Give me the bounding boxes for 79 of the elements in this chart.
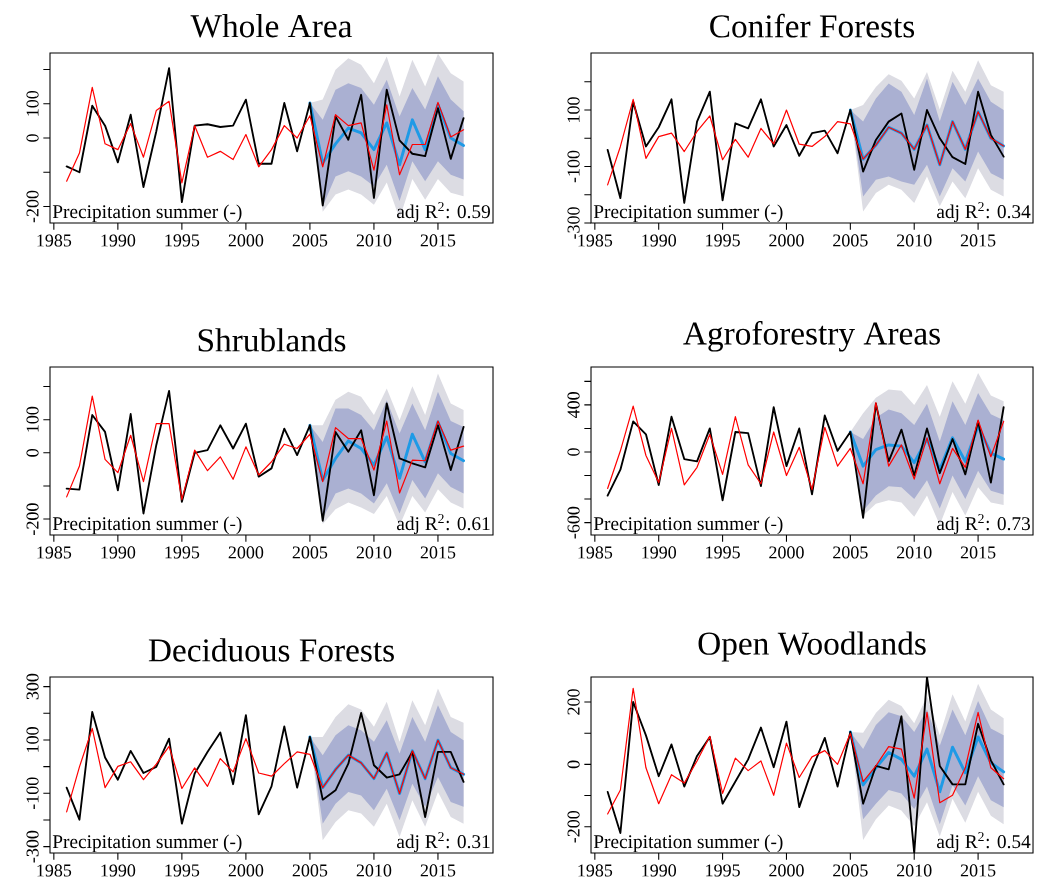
annotation: Precipitation summer (-): [52, 834, 242, 853]
x-tick-label: 1985: [37, 864, 72, 877]
x-tick-label: 1995: [165, 234, 200, 247]
x-tick-label: 1985: [578, 234, 613, 247]
annotation: adj R$^{2}$: 0.59: [397, 202, 490, 223]
y-tick-label: -100: [26, 777, 39, 810]
annotation: adj R$^{2}$: 0.73: [937, 514, 1030, 535]
x-tick-label: 1990: [642, 546, 677, 559]
x-tick-label: 2015: [960, 546, 996, 559]
x-tick-label: 1985: [578, 546, 613, 559]
x-tick-label: 2000: [769, 234, 804, 247]
x-tick-label: 1990: [642, 234, 677, 247]
y-tick-label: -300: [567, 207, 580, 239]
x-tick-label: 1995: [165, 864, 200, 877]
chart-title: Open Woodlands: [698, 631, 926, 662]
x-tick-label: 2010: [897, 546, 932, 559]
x-tick-label: 2005: [833, 546, 868, 559]
x-tick-label: 2010: [356, 234, 392, 247]
y-tick-label: 0: [26, 134, 39, 142]
annotation: adj R$^{2}$: 0.61: [397, 514, 490, 535]
x-tick-label: 2005: [292, 864, 328, 877]
y-tick-label: -600: [567, 506, 580, 539]
x-tick-label: 2010: [356, 546, 392, 559]
x-tick-label: 1990: [101, 546, 136, 559]
x-tick-label: 1995: [706, 864, 740, 877]
x-tick-label: 1990: [101, 234, 136, 247]
annotation: adj R$^{2}$: 0.54: [937, 832, 1031, 853]
chart-title: Agroforestry Areas: [683, 320, 940, 352]
y-tick-label: -200: [26, 190, 39, 223]
x-tick-label: 1985: [578, 864, 613, 877]
x-tick-label: 1995: [165, 546, 200, 559]
y-tick-label: -100: [567, 150, 580, 183]
annotation: Precipitation summer (-): [52, 204, 242, 223]
y-tick-label: 200: [567, 689, 580, 715]
annotation: adj R$^{2}$: 0.31: [397, 832, 490, 853]
annotation: Precipitation summer (-): [52, 516, 242, 535]
chart-title: Conifer Forests: [710, 13, 915, 38]
x-tick-label: 1985: [37, 234, 72, 247]
y-tick-label: -200: [567, 810, 580, 843]
x-tick-label: 2010: [897, 234, 932, 247]
x-tick-label: 2005: [833, 864, 868, 877]
x-tick-label: 2015: [420, 234, 456, 247]
x-tick-label: 1985: [37, 546, 72, 559]
y-tick-label: 100: [567, 97, 580, 122]
x-tick-label: 2000: [769, 864, 804, 877]
x-tick-label: 1995: [706, 234, 740, 247]
annotation: adj R$^{2}$: 0.34: [937, 202, 1031, 223]
x-tick-label: 2000: [228, 864, 264, 877]
y-tick-label: 300: [26, 673, 39, 700]
y-tick-label: 100: [26, 727, 39, 752]
x-tick-label: 2000: [769, 546, 804, 559]
y-tick-label: 100: [26, 90, 39, 116]
x-tick-label: 2015: [420, 864, 456, 877]
x-tick-label: 1990: [101, 864, 136, 877]
x-tick-label: 2000: [228, 234, 264, 247]
chart-title: Whole Area: [190, 13, 353, 38]
y-tick-label: 0: [567, 760, 580, 769]
annotation: Precipitation summer (-): [593, 516, 783, 535]
x-tick-label: 2015: [960, 234, 996, 247]
chart-title: Deciduous Forests: [148, 638, 394, 662]
y-tick-label: 100: [26, 406, 39, 432]
x-tick-label: 2005: [833, 234, 868, 247]
annotation: Precipitation summer (-): [593, 834, 783, 853]
chart-title: Shrublands: [198, 328, 346, 352]
y-tick-label: -300: [26, 830, 39, 863]
y-tick-label: 0: [567, 448, 580, 456]
x-tick-label: 1995: [706, 546, 740, 559]
y-tick-label: -200: [26, 503, 39, 535]
x-tick-label: 2015: [960, 864, 996, 877]
x-tick-label: 2005: [292, 234, 328, 247]
x-tick-label: 2005: [292, 546, 328, 559]
y-tick-label: 400: [567, 392, 580, 419]
x-tick-label: 1990: [642, 864, 677, 877]
annotation: Precipitation summer (-): [593, 204, 783, 223]
x-tick-label: 2015: [420, 546, 456, 559]
x-tick-label: 2010: [356, 864, 392, 877]
x-tick-label: 2010: [897, 864, 932, 877]
x-tick-label: 2000: [228, 546, 264, 559]
y-tick-label: 0: [26, 448, 39, 457]
